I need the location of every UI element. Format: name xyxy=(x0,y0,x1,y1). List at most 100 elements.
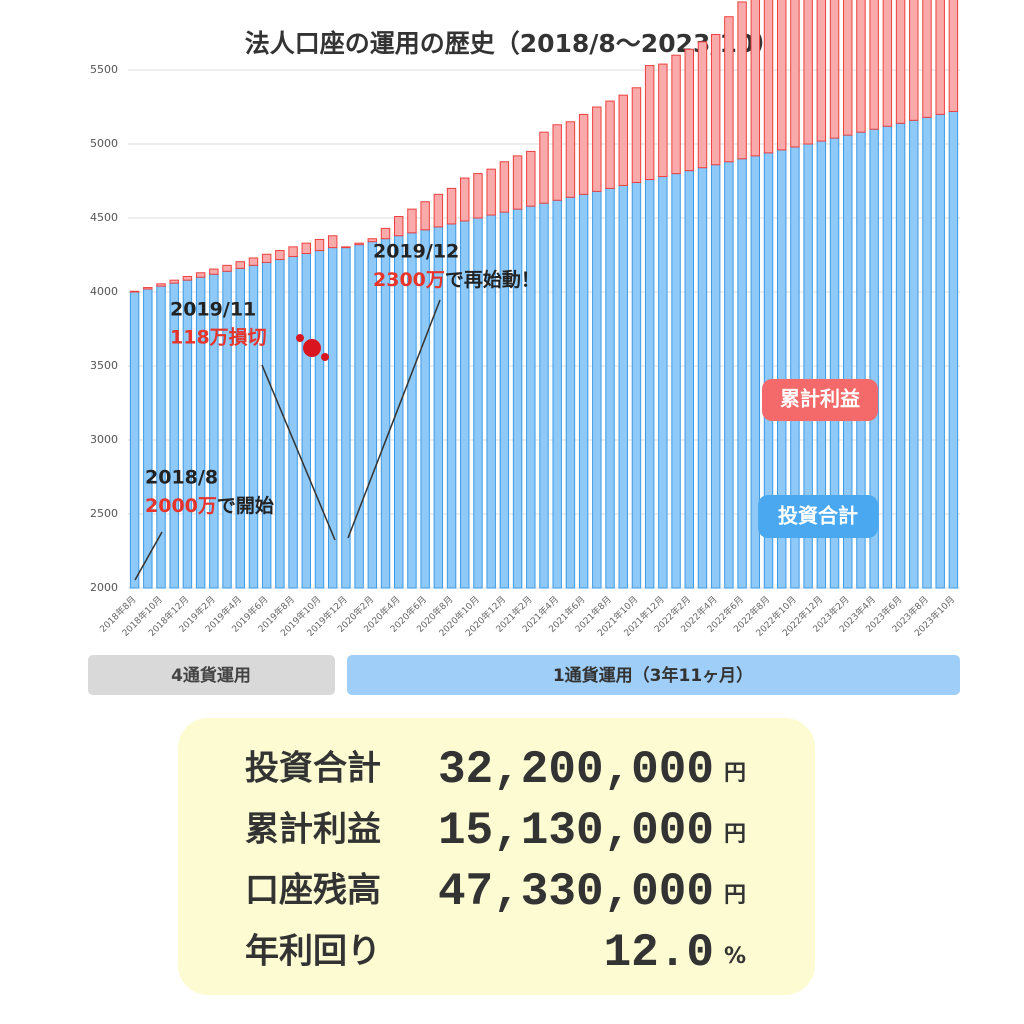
bar-segment xyxy=(578,193,589,589)
bar-segment xyxy=(658,176,668,589)
summary-unit: 円 xyxy=(724,883,746,908)
bar-segment xyxy=(129,290,140,293)
blood-splat xyxy=(296,334,304,342)
summary-unit: % xyxy=(724,944,746,969)
phase-label: 1通貨運用（3年11ヶ月） xyxy=(553,665,753,686)
bar-segment xyxy=(394,216,404,237)
bar-segment xyxy=(935,113,945,589)
bar-segment xyxy=(790,0,800,148)
bar-segment xyxy=(446,187,457,225)
bar-segment xyxy=(671,173,681,589)
bar-segment xyxy=(526,205,536,589)
bar-segment xyxy=(776,0,787,151)
bar-segment xyxy=(935,0,945,115)
bar-segment xyxy=(922,116,932,589)
bar-segment xyxy=(209,268,219,275)
bar-segment xyxy=(407,208,417,234)
bar-segment xyxy=(195,276,206,589)
bar-segment xyxy=(539,202,549,589)
bar-segment xyxy=(565,121,576,198)
bar-segment xyxy=(156,283,166,287)
y-tick-label: 2500 xyxy=(90,507,118,520)
bar-segment xyxy=(354,244,364,589)
phase-label: 4通貨運用 xyxy=(171,665,251,686)
bar-segment xyxy=(737,1,747,160)
bar-segment xyxy=(948,110,959,589)
bar-segment xyxy=(909,119,919,589)
bar-segment xyxy=(473,173,483,219)
legend-label: 投資合計 xyxy=(778,504,858,528)
bar-segment xyxy=(209,273,219,589)
annotation-date: 2019/11 xyxy=(170,299,256,321)
bar-segment xyxy=(275,258,285,589)
bar-segment xyxy=(644,65,655,181)
annotation-date: 2019/12 xyxy=(373,241,459,263)
bar-segment xyxy=(671,54,681,175)
annotation-text: 2300万で再始動！ xyxy=(373,268,540,291)
annotation-text: 2000万で開始 xyxy=(145,494,274,517)
bar-segment xyxy=(288,246,298,257)
bar-segment xyxy=(750,0,761,157)
bar-segment xyxy=(631,87,642,183)
summary-value: 15,130,000 xyxy=(438,805,714,857)
leader-line xyxy=(347,299,441,539)
bar-segment xyxy=(301,242,312,255)
bar-segment xyxy=(684,48,694,172)
bar-segment xyxy=(909,0,919,121)
bar-segment xyxy=(314,238,325,252)
bar-segment xyxy=(327,235,338,249)
legend-label: 累計利益 xyxy=(780,387,860,411)
summary-label: 年利回り xyxy=(245,932,381,972)
bar-segment xyxy=(380,238,391,589)
bar-segment xyxy=(856,0,866,133)
y-tick-label: 3500 xyxy=(90,359,118,372)
summary-label: 累計利益 xyxy=(245,810,381,850)
bar-segment xyxy=(869,0,879,130)
bar-segment xyxy=(882,0,893,127)
y-tick-label: 4000 xyxy=(90,285,118,298)
y-tick-label: 4500 xyxy=(90,211,118,224)
bar-segment xyxy=(658,63,668,178)
bar-segment xyxy=(829,0,840,139)
bar-segment xyxy=(816,0,827,142)
bar-segment xyxy=(499,161,510,213)
annotation-date: 2018/8 xyxy=(145,467,218,489)
summary-box xyxy=(178,718,815,995)
blood-splat xyxy=(321,353,329,361)
summary-value: 32,200,000 xyxy=(438,744,714,796)
y-tick-label: 5000 xyxy=(90,137,118,150)
bar-segment xyxy=(354,242,364,246)
bar-segment xyxy=(684,170,694,589)
bar-segment xyxy=(156,285,166,589)
summary-label: 投資合計 xyxy=(245,749,381,789)
bar-segment xyxy=(526,150,536,207)
bar-segment xyxy=(882,125,893,589)
bar-segment xyxy=(895,122,906,589)
bar-segment xyxy=(261,253,272,263)
bar-segment xyxy=(235,261,245,269)
bar-segment xyxy=(710,33,721,166)
bar-segment xyxy=(552,124,562,201)
leader-line xyxy=(261,364,336,541)
summary-value: 12.0 xyxy=(604,927,714,979)
bar-segment xyxy=(737,158,747,589)
bar-segment xyxy=(314,250,325,589)
bar-segment xyxy=(367,241,378,589)
bar-segment xyxy=(803,0,813,145)
bar-segment xyxy=(367,238,378,243)
bar-segment xyxy=(948,0,959,112)
bar-segment xyxy=(565,196,576,589)
bar-segment xyxy=(380,227,391,240)
bar-segment xyxy=(169,279,179,284)
bar-segment xyxy=(710,164,721,589)
bar-segment xyxy=(275,250,285,260)
bar-segment xyxy=(512,155,523,210)
bar-segment xyxy=(248,257,259,266)
bar-segment xyxy=(420,201,430,231)
bar-segment xyxy=(697,167,708,589)
summary-unit: 円 xyxy=(724,761,746,786)
bar-segment xyxy=(341,246,351,249)
bar-segment xyxy=(182,275,193,281)
bar-segment xyxy=(592,106,602,192)
